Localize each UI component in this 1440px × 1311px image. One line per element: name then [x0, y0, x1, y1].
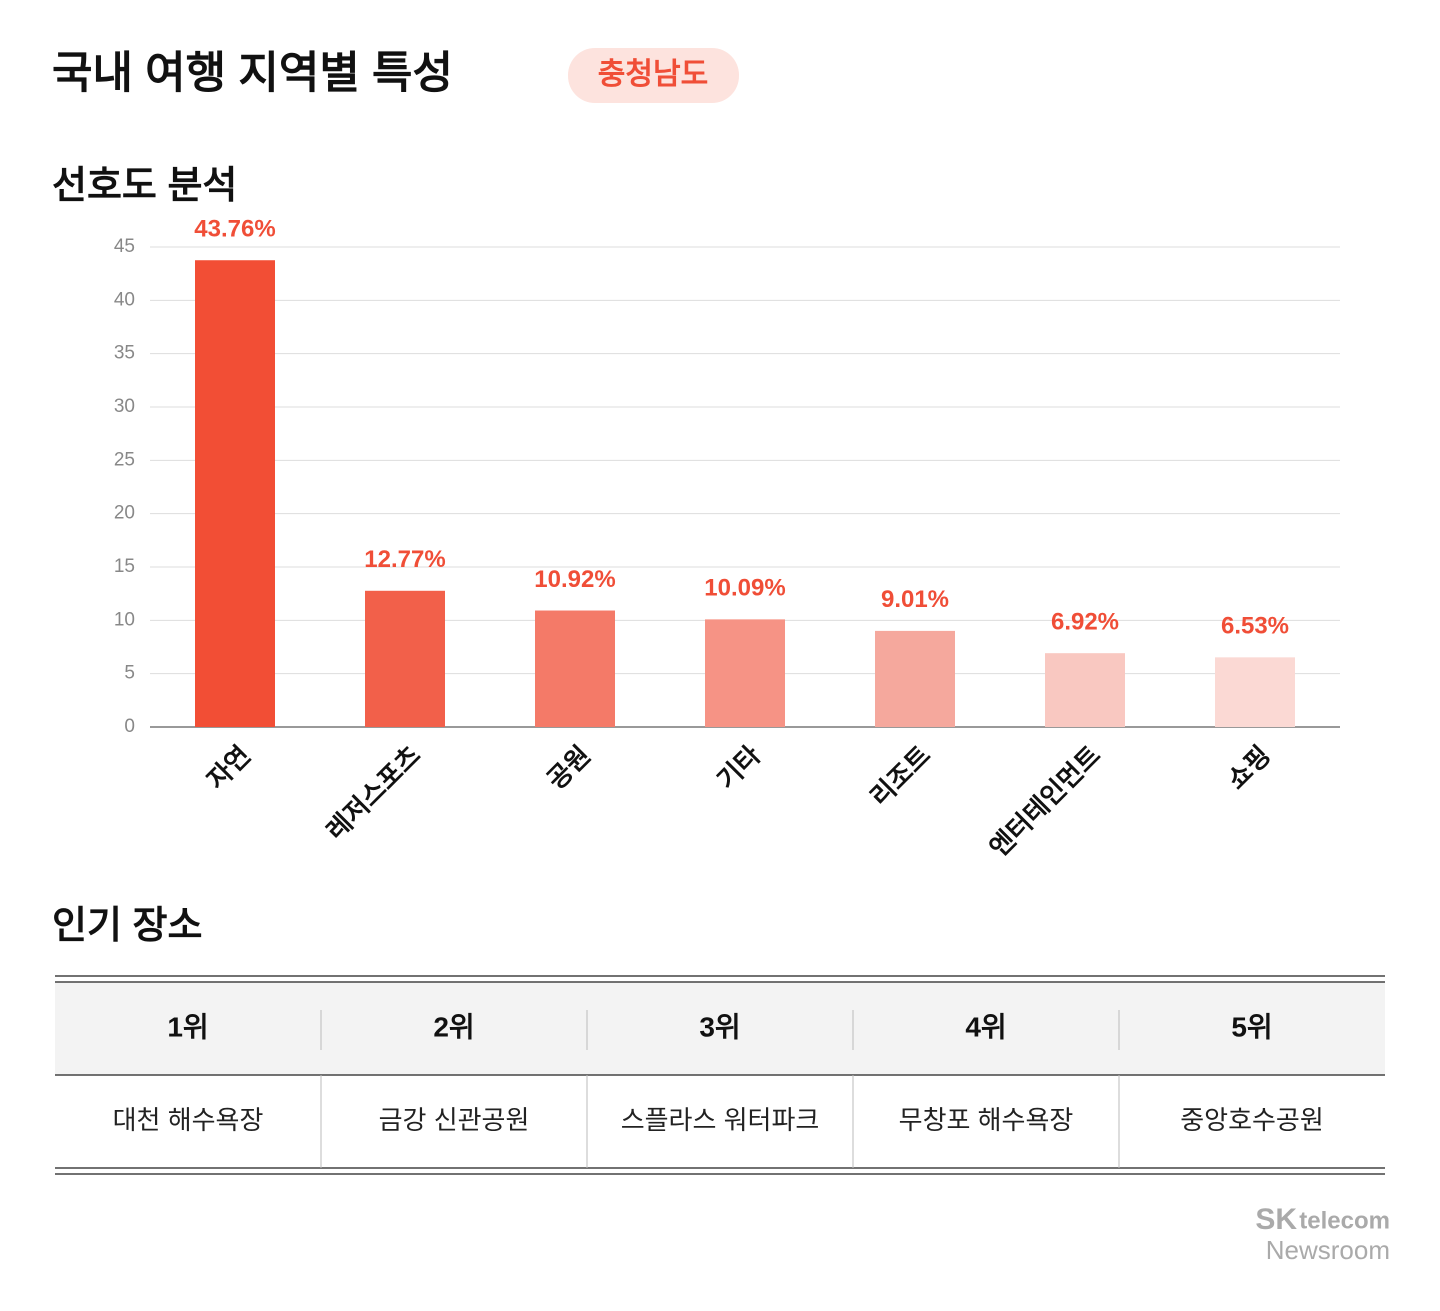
table-header: 2위	[433, 1011, 474, 1042]
value-label: 6.92%	[1051, 609, 1119, 636]
y-tick-label: 20	[114, 503, 135, 524]
table-cell: 무창포 해수욕장	[899, 1105, 1074, 1135]
x-tick-label: 리조트	[864, 740, 936, 812]
page-title: 국내 여행 지역별 특성	[52, 49, 453, 98]
table-header: 4위	[965, 1011, 1006, 1042]
bar	[875, 630, 955, 727]
value-label: 10.92%	[534, 566, 615, 593]
bar	[705, 619, 785, 727]
bar	[195, 260, 275, 727]
y-tick-label: 0	[124, 716, 135, 737]
y-tick-label: 35	[114, 343, 135, 364]
table-cell: 대천 해수욕장	[113, 1105, 264, 1135]
value-label: 12.77%	[364, 546, 445, 573]
badge: 충청남도	[598, 58, 708, 91]
x-tick-label: 기타	[711, 740, 766, 795]
x-tick-label: 자연	[201, 740, 256, 795]
y-tick-label: 25	[114, 449, 135, 470]
bar	[1045, 653, 1125, 727]
y-tick-label: 15	[114, 556, 135, 577]
logo-sub: Newsroom	[1266, 1235, 1390, 1265]
logo-text: telecom	[1299, 1207, 1390, 1234]
y-tick-label: 45	[114, 236, 135, 257]
value-label: 43.76%	[194, 216, 275, 243]
x-tick-label: 레저스포츠	[320, 740, 426, 846]
value-label: 10.09%	[704, 575, 785, 602]
table-header: 3위	[699, 1011, 740, 1042]
value-label: 9.01%	[881, 586, 949, 613]
y-tick-label: 40	[114, 289, 135, 310]
table-cell: 스플라스 워터파크	[621, 1105, 820, 1135]
badge-bg	[568, 48, 739, 103]
table-cell: 금강 신관공원	[379, 1105, 530, 1135]
table-header: 5위	[1231, 1011, 1272, 1042]
y-tick-label: 30	[114, 396, 135, 417]
x-tick-label: 엔터테인먼트	[983, 740, 1106, 863]
value-label: 6.53%	[1221, 613, 1289, 640]
table-header: 1위	[167, 1011, 208, 1042]
y-tick-label: 5	[124, 663, 135, 684]
table-header-bg	[55, 982, 1385, 1075]
x-tick-label: 공원	[541, 740, 596, 795]
bar	[535, 610, 615, 727]
table-cell: 중앙호수공원	[1180, 1105, 1324, 1135]
bar	[365, 590, 445, 727]
x-tick-label: 쇼핑	[1221, 740, 1276, 795]
y-tick-label: 10	[114, 609, 135, 630]
chart-title: 선호도 분석	[52, 165, 237, 207]
bar	[1215, 657, 1295, 727]
section-title: 인기 장소	[52, 905, 202, 947]
logo-mark: SK	[1255, 1203, 1297, 1236]
